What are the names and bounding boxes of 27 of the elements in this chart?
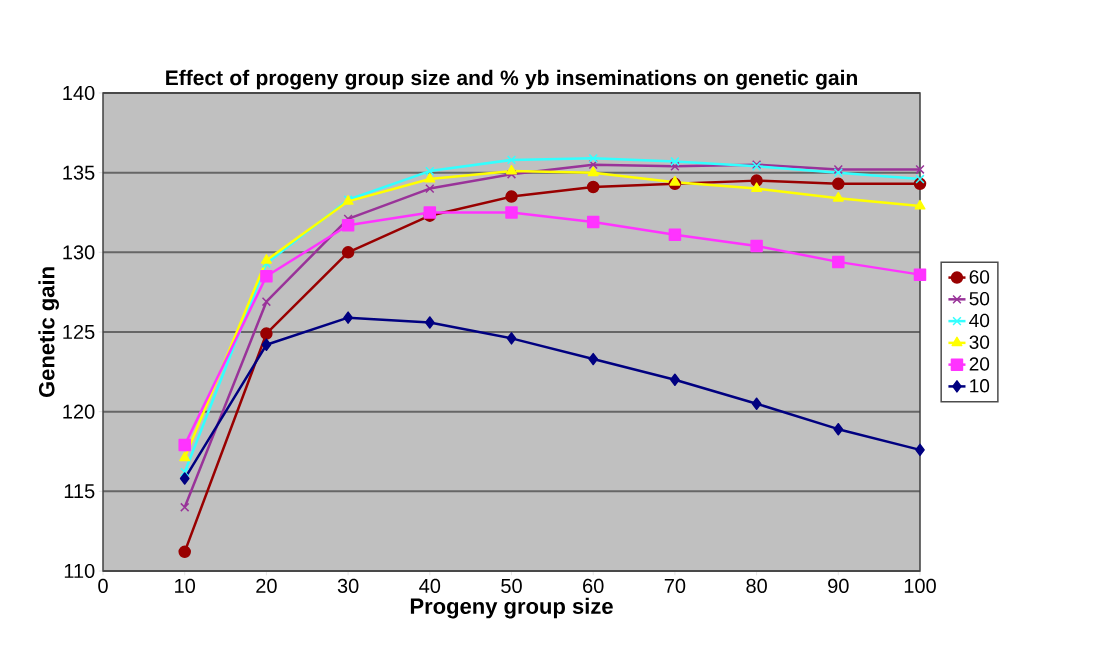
x-tick-label: 0 [98, 578, 108, 593]
legend-label: 20 [969, 357, 990, 371]
x-tick-label: 70 [664, 578, 686, 593]
x-tick-label: 60 [583, 578, 604, 593]
x-tick-label: 80 [746, 578, 767, 593]
x-axis-title: Progeny group size [410, 597, 613, 619]
y-axis-title: Genetic gain [38, 267, 59, 398]
x-tick-label: 50 [501, 578, 522, 593]
y-tick-label: 140 [63, 85, 95, 101]
y-tick-label: 115 [64, 484, 95, 499]
chart-title: Effect of progeny group size and % yb inseminations on genetic gain [166, 69, 857, 90]
legend-label: 50 [969, 291, 990, 306]
y-tick-label: 135 [63, 165, 95, 180]
legend-label: 30 [969, 335, 990, 349]
legend-label: 40 [969, 313, 990, 328]
x-tick-label: 20 [256, 578, 277, 593]
y-tick-label: 125 [63, 324, 95, 340]
x-tick-label: 10 [175, 578, 196, 593]
x-tick-label: 30 [337, 578, 359, 593]
legend-label: 60 [969, 270, 990, 284]
x-tick-label: 90 [828, 578, 849, 593]
legend-label: 10 [970, 379, 990, 393]
x-tick-label: 100 [904, 578, 936, 593]
y-tick-label: 130 [63, 245, 95, 260]
x-tick-label: 40 [419, 578, 441, 593]
y-tick-label: 110 [64, 563, 95, 579]
y-tick-label: 120 [63, 404, 95, 419]
